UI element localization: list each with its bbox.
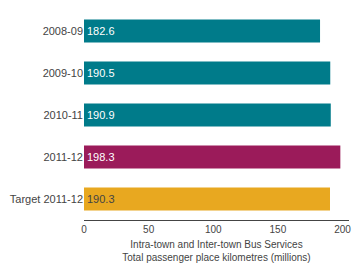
svg-text:2011-12: 2011-12 xyxy=(43,151,83,163)
svg-text:Target 2011-12: Target 2011-12 xyxy=(10,193,83,205)
svg-text:2008-09: 2008-09 xyxy=(43,25,83,37)
svg-text:190.9: 190.9 xyxy=(87,109,115,121)
svg-text:150: 150 xyxy=(270,224,287,235)
svg-text:2009-10: 2009-10 xyxy=(43,67,83,79)
svg-text:190.3: 190.3 xyxy=(87,193,115,205)
svg-text:200: 200 xyxy=(334,224,351,235)
svg-text:190.5: 190.5 xyxy=(87,67,115,79)
svg-text:198.3: 198.3 xyxy=(87,151,115,163)
svg-text:182.6: 182.6 xyxy=(87,25,115,37)
svg-text:0: 0 xyxy=(81,224,87,235)
svg-text:100: 100 xyxy=(205,224,222,235)
svg-text:2010-11: 2010-11 xyxy=(43,109,83,121)
svg-text:50: 50 xyxy=(143,224,155,235)
svg-text:Intra-town and Inter-town Bus: Intra-town and Inter-town Bus ServicesTo… xyxy=(122,239,310,263)
